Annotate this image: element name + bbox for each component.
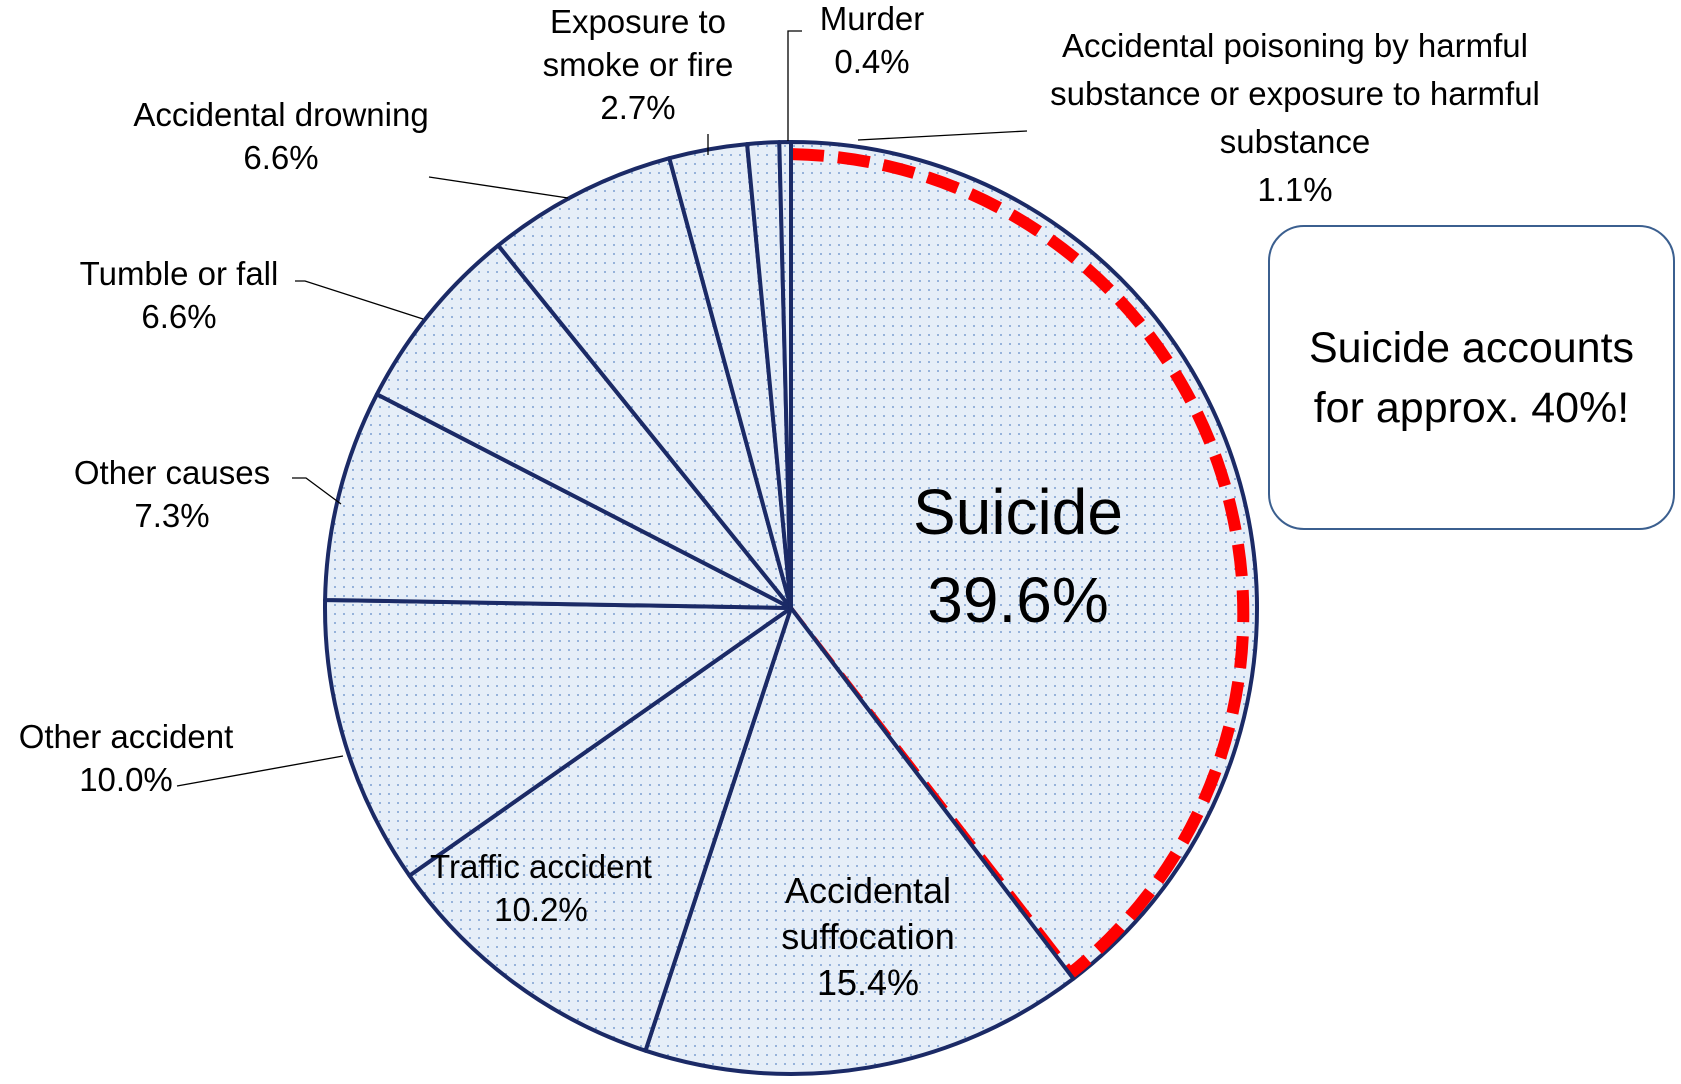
slice — [777, 139, 793, 610]
value-label: 10.0% — [79, 761, 173, 798]
category-name: Other accident — [18, 718, 234, 755]
highlight-outline — [780, 147, 1250, 983]
slice — [374, 243, 793, 610]
category-name: Accidental suffocation — [781, 870, 955, 957]
slice — [789, 140, 1259, 981]
value-label: 39.6% — [927, 564, 1109, 636]
value-label: 7.3% — [134, 497, 210, 534]
slice — [496, 156, 793, 610]
value-label: 6.6% — [243, 139, 319, 176]
leader-lines — [176, 30, 1028, 787]
slice-label: Murder 0.4% — [782, 0, 962, 83]
value-label: 6.6% — [141, 298, 217, 335]
category-name: Accidental poisoning by harmful substanc… — [1050, 27, 1540, 160]
slice-label: Accidental poisoning by harmful substanc… — [1035, 22, 1555, 214]
slice — [323, 392, 793, 610]
slice — [407, 606, 793, 1053]
category-name: Accidental drowning — [133, 96, 429, 133]
value-label: 0.4% — [834, 43, 910, 80]
category-name: Exposure to smoke or fire — [542, 3, 734, 83]
slice-label: Accidental suffocation 15.4% — [758, 868, 978, 1006]
value-label: 2.7% — [600, 89, 676, 126]
category-name: Other causes — [73, 454, 271, 491]
slice-label: Exposure to smoke or fire 2.7% — [518, 0, 758, 129]
value-label: 10.2% — [494, 891, 588, 928]
category-name: Suicide — [913, 476, 1123, 548]
category-name: Traffic accident — [430, 848, 652, 885]
value-label: 15.4% — [816, 962, 920, 1003]
slice-label: Other causes 7.3% — [42, 451, 302, 537]
category-name: Tumble or fall — [79, 255, 279, 292]
slice-label: Tumble or fall 6.6% — [49, 252, 309, 338]
slice-label: Traffic accident 10.2% — [391, 845, 691, 931]
value-label: 1.1% — [1257, 171, 1333, 208]
annotation: Suicide accounts for approx. 40%! — [1268, 225, 1675, 530]
slice — [643, 606, 1076, 1076]
slice-label: Other accident 10.0% — [0, 715, 256, 801]
category-name: Murder — [819, 0, 925, 37]
slice-label: Suicide 39.6% — [858, 468, 1178, 644]
slice — [323, 597, 793, 878]
slice-label: Accidental drowning 6.6% — [101, 93, 461, 179]
